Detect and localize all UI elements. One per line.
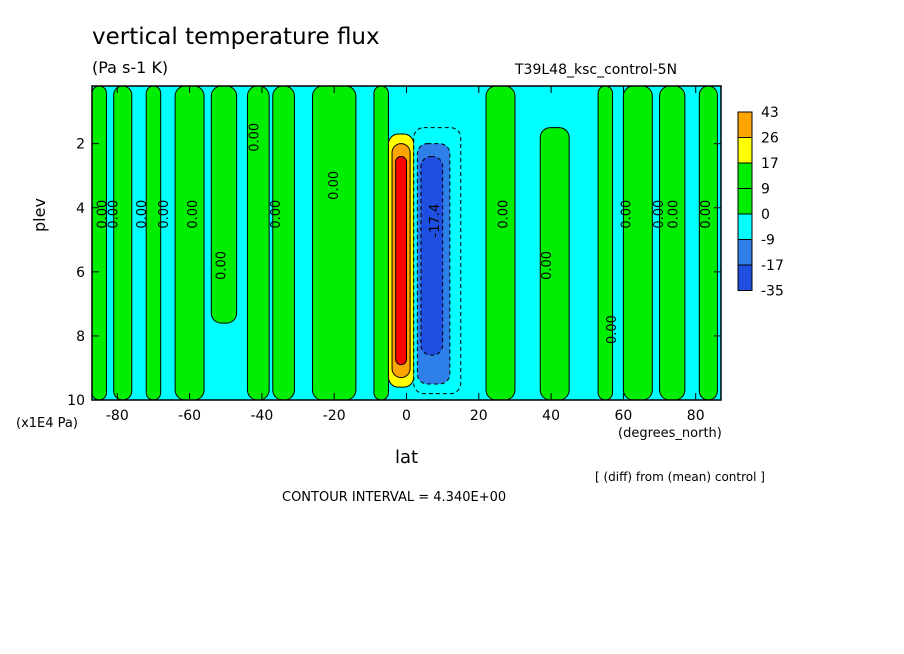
contour-label: 0.00 <box>186 200 201 229</box>
filled-regions <box>91 85 721 401</box>
contour-region <box>272 85 295 401</box>
contour-region <box>485 85 516 401</box>
contour-label: 0.00 <box>247 123 262 152</box>
colorbar-swatch <box>737 137 753 164</box>
contour-label: 0.00 <box>106 200 121 229</box>
contour-region <box>698 85 718 401</box>
contour-region <box>659 85 686 401</box>
colorbar-label: 26 <box>761 131 779 147</box>
contour-label: 0.00 <box>620 200 635 229</box>
contour-label: 0.00 <box>269 200 284 229</box>
diff-note: [ (diff) from (mean) control ] <box>595 470 765 484</box>
colorbar-label: -17 <box>761 258 784 274</box>
colorbar-swatch <box>737 264 753 291</box>
contour-label: 0.00 <box>652 200 667 229</box>
colorbar-swatch <box>737 188 753 215</box>
x-tick-label: 0 <box>402 408 411 424</box>
contour-region <box>373 85 389 401</box>
contour-label: 0.00 <box>95 200 110 229</box>
y-tick-label: 6 <box>76 265 85 281</box>
contour-region <box>312 85 357 401</box>
colorbar-swatch <box>737 239 753 266</box>
colorbar-swatch <box>737 162 753 189</box>
x-tick-label: 80 <box>687 408 705 424</box>
colorbar-label: 9 <box>761 182 770 198</box>
contour-label: 0.00 <box>497 200 512 229</box>
contour-label: -17.4 <box>428 204 443 238</box>
contour-region <box>420 155 444 356</box>
colorbar-label: 17 <box>761 156 779 172</box>
colorbar-label: -35 <box>761 284 784 300</box>
y-tick-label: 8 <box>76 329 85 345</box>
x-tick-label: 20 <box>470 408 488 424</box>
x-tick-label: 40 <box>542 408 560 424</box>
colorbar-swatch <box>737 111 753 138</box>
contour-label: 0.00 <box>157 200 172 229</box>
contour-region <box>113 85 133 401</box>
contour-region <box>210 85 238 324</box>
contour-label: 0.00 <box>327 171 342 200</box>
x-tick-label: -20 <box>323 408 346 424</box>
y-tick-label: 4 <box>76 201 85 217</box>
contour-label: 0.00 <box>540 251 555 280</box>
contour-label: 0.00 <box>135 200 150 229</box>
y-axis-unit: (x1E4 Pa) <box>16 416 78 431</box>
x-tick-label: -40 <box>250 408 273 424</box>
y-tick-label: 2 <box>76 137 85 153</box>
y-tick-label: 10 <box>67 393 85 409</box>
contour-labels: 0.000.00 0.00 0.00 0.000.000.000.000.000.00… <box>95 123 714 344</box>
x-tick-label: 60 <box>614 408 632 424</box>
contour-label: 0.00 <box>667 200 682 229</box>
colorbar-label: 43 <box>761 105 779 121</box>
contour-region <box>597 85 614 401</box>
contour-interval: CONTOUR INTERVAL = 4.340E+00 <box>282 490 507 505</box>
contour-label: 0.00 <box>215 251 230 280</box>
contour-region <box>174 85 205 401</box>
contour-region <box>91 85 107 401</box>
contour-label: 0.00 <box>605 315 620 344</box>
x-tick-label: -60 <box>178 408 201 424</box>
x-axis-unit: (degrees_north) <box>618 426 722 441</box>
contour-region <box>145 85 162 401</box>
x-ticks: -80 -60 -40 -20 0 20 40 60 80 <box>106 86 705 424</box>
x-tick-label: -80 <box>106 408 129 424</box>
x-axis-label: lat <box>395 447 419 468</box>
colorbar-label: -9 <box>761 233 775 249</box>
contour-label: 0.00 <box>699 200 714 229</box>
colorbar-label: 0 <box>761 207 770 223</box>
contour-region <box>622 85 653 401</box>
colorbar: 43 26 17 9 0 -9 -17 -35 <box>737 105 784 300</box>
experiment-label: T39L48_ksc_control-5N <box>515 62 678 78</box>
y-ticks: 2 4 6 8 10 <box>67 137 721 409</box>
colorbar-swatch <box>737 213 753 240</box>
chart-units: (Pa s-1 K) <box>92 58 169 77</box>
contour-region <box>395 155 408 366</box>
chart-title: vertical temperature flux <box>92 24 380 50</box>
